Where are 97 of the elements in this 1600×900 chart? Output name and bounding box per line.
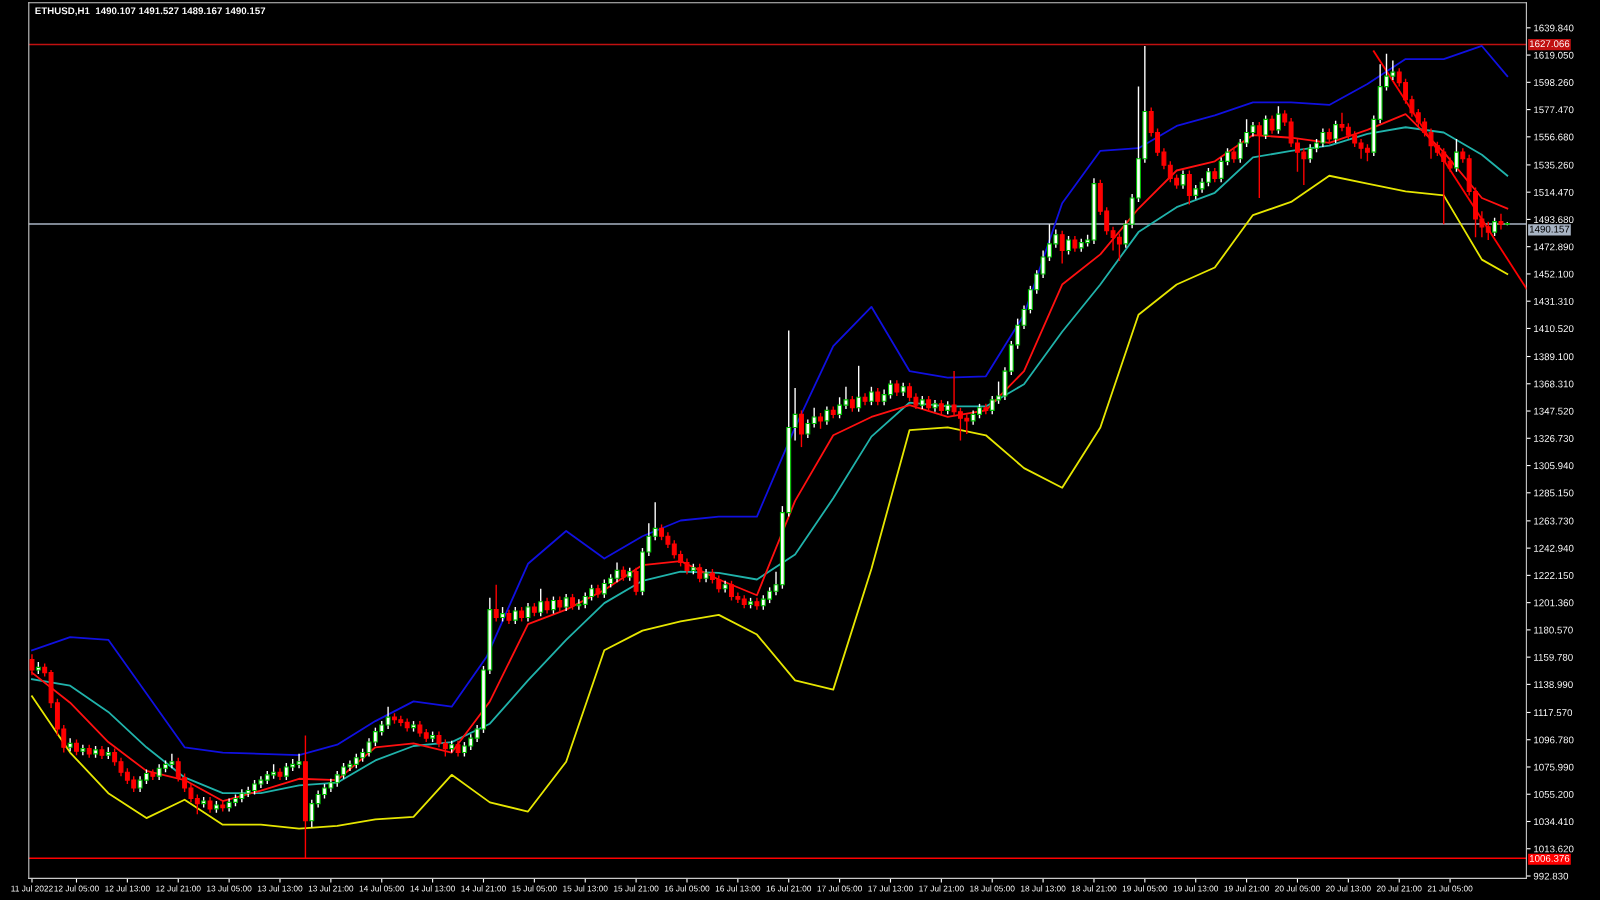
candlestick [1263,114,1269,140]
y-tick-label: 1180.570 [1534,626,1573,634]
x-tick-label: 14 Jul 05:00 [359,885,405,892]
y-tick-label: 1598.260 [1534,79,1574,86]
y-tick-label: 1326.730 [1534,435,1574,442]
candlestick [652,501,658,541]
y-tick-label: 1222.150 [1534,572,1574,579]
candlestick [811,407,817,429]
y-tick-label: 1452.100 [1534,270,1574,278]
x-tick-label: 21 Jul 05:00 [1427,885,1473,892]
x-tick-label: 12 Jul 13:00 [105,885,150,892]
x-tick-label: 19 Jul 05:00 [1122,885,1168,892]
candlestick [1333,119,1339,144]
y-tick-label: 1368.310 [1534,380,1574,388]
y-tick-label: 1055.200 [1534,790,1574,798]
x-tick-label: 20 Jul 13:00 [1326,885,1371,892]
y-tick-label: 1075.990 [1534,763,1574,771]
candlestick [798,409,804,448]
candlestick [296,753,302,769]
y-tick-label: 1535.260 [1534,161,1574,169]
candlestick [1269,114,1275,135]
x-tick-label: 20 Jul 21:00 [1376,885,1422,892]
candlestick [1066,235,1071,256]
y-tick-label: 1472.890 [1534,243,1574,251]
candlestick [29,653,35,676]
x-tick-label: 20 Jul 05:00 [1275,885,1320,892]
candlestick [1256,121,1262,199]
x-tick-label: 12 Jul 21:00 [156,885,201,892]
candlestick [1498,213,1504,231]
x-tick-label: 19 Jul 13:00 [1173,885,1219,892]
candlestick [824,405,830,426]
y-tick-label: 1034.410 [1534,818,1574,826]
y-tick-label: 1138.990 [1534,681,1573,689]
x-tick-label: 18 Jul 05:00 [970,885,1015,892]
candlestick [538,587,544,617]
candlestick [792,387,798,442]
candlestick [868,386,874,406]
y-tick-label: 1431.310 [1534,297,1574,305]
y-tick-label: 1013.620 [1534,845,1574,853]
ref-line-label: 1627.066 [1529,40,1570,48]
candlestick [493,584,499,623]
y-tick-label: 1619.050 [1534,51,1574,59]
y-tick-label: 1514.470 [1534,188,1574,196]
x-tick-label: 11 Jul 2022 [11,885,53,892]
candlestick [1186,169,1192,206]
x-tick-label: 18 Jul 13:00 [1021,885,1066,892]
y-tick-label: 1201.360 [1534,599,1574,607]
candlestick [1059,230,1065,265]
y-tick-label: 1285.150 [1534,489,1574,497]
ref-line-label: 1490.157 [1529,225,1570,233]
x-tick-label: 13 Jul 13:00 [257,885,303,892]
y-tick-label: 1493.680 [1534,216,1574,224]
candlestick [856,365,862,413]
x-tick-label: 16 Jul 05:00 [664,885,710,892]
x-tick-label: 15 Jul 13:00 [563,885,608,892]
y-tick-label: 1117.570 [1534,709,1573,717]
candlestick [1275,105,1281,135]
x-tick-label: 16 Jul 21:00 [766,885,812,892]
x-tick-label: 13 Jul 05:00 [207,885,252,892]
x-tick-label: 14 Jul 21:00 [461,885,506,892]
y-tick-label: 1305.940 [1534,462,1574,470]
y-tick-label: 1389.100 [1534,353,1574,361]
candlestick [1485,220,1491,241]
candlestick [697,563,703,583]
x-tick-label: 15 Jul 21:00 [614,885,659,892]
x-tick-label: 17 Jul 05:00 [817,885,862,892]
candlestick [576,598,582,611]
y-tick-label: 992.830 [1533,872,1569,880]
candlestick [525,602,531,623]
candlestick [633,567,639,596]
candlestick [1180,169,1186,190]
y-tick-label: 1159.780 [1534,653,1573,661]
x-tick-label: 13 Jul 21:00 [308,885,354,892]
ref-line-label: 1006.376 [1529,854,1570,862]
y-tick-label: 1556.680 [1534,133,1574,141]
chart-title: ETHUSD,H1 1490.107 1491.527 1489.167 1490.157 [35,7,266,16]
y-tick-label: 1242.940 [1534,544,1574,552]
x-tick-label: 19 Jul 21:00 [1224,885,1269,892]
candlestick [385,705,391,730]
x-tick-label: 14 Jul 13:00 [410,885,455,892]
x-tick-label: 17 Jul 21:00 [919,885,964,892]
candlestick [1492,216,1498,237]
candlestick [805,418,811,439]
x-tick-label: 17 Jul 13:00 [868,885,913,892]
x-tick-label: 18 Jul 21:00 [1071,885,1117,892]
candlestick [309,799,315,828]
x-tick-label: 12 Jul 05:00 [54,885,99,892]
y-tick-label: 1577.470 [1534,106,1574,114]
y-tick-label: 1639.840 [1534,24,1574,32]
y-tick-label: 1410.520 [1534,325,1574,333]
candlestick [1123,219,1129,249]
x-tick-label: 16 Jul 13:00 [715,885,761,892]
x-tick-label: 15 Jul 05:00 [512,885,557,892]
y-tick-label: 1347.520 [1534,407,1574,415]
y-tick-label: 1263.730 [1534,517,1574,525]
y-tick-label: 1096.780 [1534,736,1574,744]
candlestick [1453,138,1459,173]
